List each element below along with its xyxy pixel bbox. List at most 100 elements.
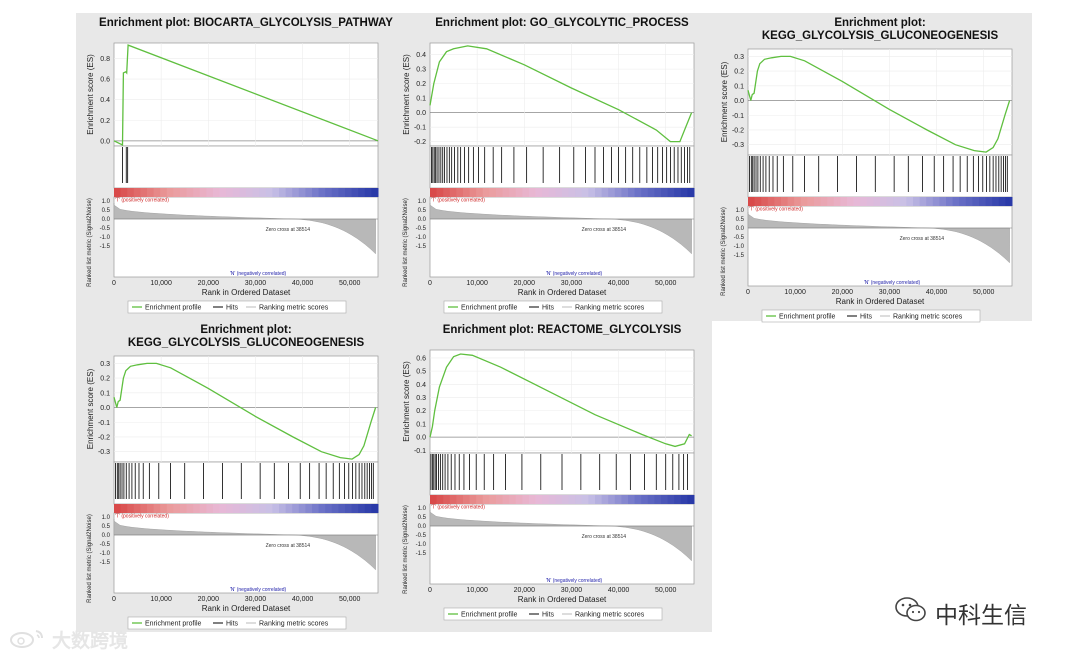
plot-title: Enrichment plot: REACTOME_GLYCOLYSIS	[443, 324, 682, 336]
es-ylabel: Enrichment score (ES)	[720, 61, 729, 142]
heatmap-cell	[120, 188, 128, 197]
heatmap-cell	[443, 188, 451, 197]
gsea-svg: Enrichment plot: GO_GLYCOLYTIC_PROCESS 0.…	[402, 17, 695, 314]
xtick-label: 0	[746, 289, 750, 296]
metric-ytick-label: 0.5	[102, 208, 111, 214]
xtick-label: 50,000	[655, 587, 677, 594]
legend-profile: Enrichment profile	[461, 612, 518, 619]
heatmap-cell	[160, 188, 168, 197]
heatmap-cell	[628, 495, 636, 504]
heatmap-cell	[647, 495, 655, 504]
heatmap-cell	[449, 495, 457, 504]
legend-metric: Ranking metric scores	[259, 621, 329, 628]
heatmap-cell	[305, 188, 313, 197]
es-profile-line	[429, 45, 693, 143]
es-ytick-label: 0.0	[734, 98, 744, 105]
legend-metric: Ranking metric scores	[893, 314, 963, 321]
es-ytick-label: 0.1	[734, 83, 744, 90]
heatmap-cell	[252, 188, 260, 197]
heatmap-cell	[226, 188, 234, 197]
xtick-label: 50,000	[655, 280, 677, 287]
metric-ytick-label: -1.0	[416, 235, 427, 241]
heatmap-cell	[239, 188, 247, 197]
legend-box	[761, 309, 981, 323]
heatmap-cell	[555, 495, 563, 504]
heatmap-cell	[318, 188, 326, 197]
heatmap-cell	[318, 504, 326, 513]
heatmap-cell	[140, 188, 148, 197]
metric-ytick-label: 1.0	[418, 199, 427, 205]
metric-ytick-label: 0.0	[418, 524, 427, 530]
heatmap-cell	[180, 188, 188, 197]
heatmap-cell	[127, 188, 135, 197]
es-ytick-label: -0.1	[414, 125, 426, 132]
heatmap-cell	[641, 188, 649, 197]
heatmap-cell	[364, 504, 372, 513]
metric-ytick-label: 1.0	[736, 208, 745, 214]
es-ytick-label: 0.6	[416, 355, 426, 362]
heatmap-cell	[661, 188, 669, 197]
negative-label: 'N' (negatively correlated)	[230, 271, 287, 277]
negative-label: 'N' (negatively correlated)	[546, 271, 603, 277]
es-frame	[429, 42, 695, 147]
es-ytick-label: 0.4	[100, 97, 110, 104]
metric-ylabel: Ranked list metric (Signal2Noise)	[403, 505, 409, 594]
metric-ytick-label: -0.5	[100, 226, 111, 232]
legend-metric: Ranking metric scores	[259, 305, 329, 312]
heatmap-cell	[847, 197, 855, 206]
es-ytick-label: 0.2	[100, 118, 110, 125]
metric-ytick-label: 0.5	[418, 515, 427, 521]
metric-ytick-label: -1.5	[416, 551, 427, 557]
heatmap-cell	[581, 188, 589, 197]
heatmap-cell	[568, 495, 576, 504]
positive-label: 'T' (positively correlated)	[749, 207, 803, 213]
heatmap-cell	[761, 197, 769, 206]
heatmap-cell	[800, 197, 808, 206]
heatmap-cell	[358, 504, 366, 513]
heatmap-cell	[436, 188, 444, 197]
es-ytick-label: 0.5	[416, 369, 426, 376]
xtick-label: 40,000	[608, 280, 630, 287]
metric-ytick-label: 0.5	[736, 217, 745, 223]
es-ylabel: Enrichment score (ES)	[402, 54, 411, 135]
heatmap-cell	[807, 197, 815, 206]
heatmap-cell	[880, 197, 888, 206]
heatmap-cell	[312, 504, 320, 513]
es-ylabel: Enrichment score (ES)	[86, 54, 95, 135]
es-ytick-label: -0.2	[98, 434, 110, 441]
es-ytick-label: 0.2	[416, 81, 426, 88]
plot-title: KEGG_GLYCOLYSIS_GLUCONEOGENESIS	[762, 30, 999, 42]
heatmap-cell	[654, 495, 662, 504]
negative-label: 'N' (negatively correlated)	[546, 578, 603, 584]
heatmap-cell	[338, 504, 346, 513]
metric-frame	[113, 196, 379, 278]
watermark-brand: 中科生信	[935, 603, 1027, 629]
legend-box	[443, 607, 663, 621]
heatmap-cell	[246, 504, 254, 513]
heatmap-cell	[489, 495, 497, 504]
legend-hits: Hits	[226, 305, 239, 312]
legend-hits: Hits	[226, 621, 239, 628]
es-ytick-label: 0.4	[416, 382, 426, 389]
heatmap-cell	[833, 197, 841, 206]
heatmap-cell	[680, 495, 688, 504]
heatmap-cell	[305, 504, 313, 513]
heatmap-cell	[232, 188, 240, 197]
heatmap-cell	[502, 495, 510, 504]
heatmap-cell	[180, 504, 188, 513]
metric-ytick-label: -0.5	[416, 226, 427, 232]
heatmap-cell	[946, 197, 954, 206]
heatmap-cell	[529, 495, 537, 504]
heatmap-cell	[535, 495, 543, 504]
heatmap-cell	[199, 188, 207, 197]
heatmap-cell	[634, 495, 642, 504]
heatmap-cell	[114, 504, 122, 513]
metric-ytick-label: -1.5	[734, 253, 745, 259]
gsea-svg: Enrichment plot:KEGG_GLYCOLYSIS_GLUCONEO…	[720, 17, 1013, 323]
legend-profile: Enrichment profile	[779, 314, 836, 321]
heatmap-cell	[548, 188, 556, 197]
heatmap-cell	[193, 504, 201, 513]
metric-ytick-label: -1.0	[100, 235, 111, 241]
negative-label: 'N' (negatively correlated)	[864, 280, 921, 286]
es-ytick-label: -0.3	[98, 449, 110, 456]
